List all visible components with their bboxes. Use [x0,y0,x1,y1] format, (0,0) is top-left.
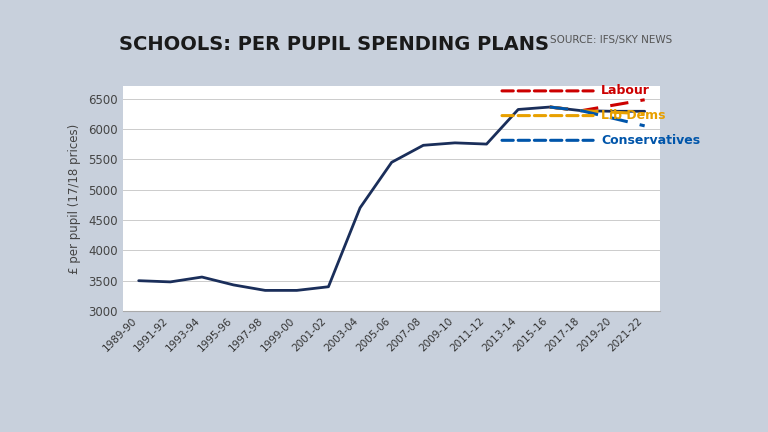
Y-axis label: £ per pupil (17/18 prices): £ per pupil (17/18 prices) [68,124,81,274]
Text: Conservatives: Conservatives [601,134,700,147]
Text: Lib Dems: Lib Dems [601,109,666,122]
Text: SCHOOLS: PER PUPIL SPENDING PLANS: SCHOOLS: PER PUPIL SPENDING PLANS [119,35,549,54]
Text: Labour: Labour [601,84,650,97]
Text: SOURCE: IFS/SKY NEWS: SOURCE: IFS/SKY NEWS [550,35,672,44]
